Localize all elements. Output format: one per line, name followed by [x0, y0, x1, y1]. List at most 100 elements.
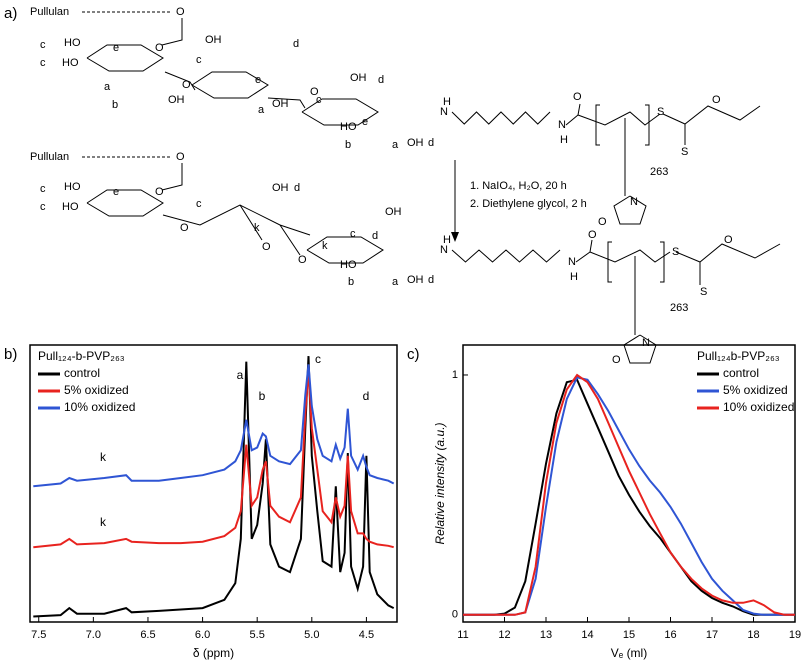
legend-title: Pull₁₂₄b-PVP₂₆₃: [697, 349, 780, 363]
structure-label: OH: [272, 98, 289, 110]
structure-label: O: [310, 86, 319, 98]
bond: [575, 239, 593, 263]
bond: [451, 249, 561, 263]
bond: [675, 243, 781, 263]
structure-label: d: [378, 74, 384, 86]
structure-label: N: [440, 106, 448, 118]
legend-label: 10% oxidized: [723, 400, 794, 414]
structure-label: a: [392, 276, 399, 288]
bond: [267, 97, 306, 109]
structure-label: c: [40, 57, 46, 69]
structure-label: e: [113, 186, 119, 198]
x-tick-label: 4.5: [359, 629, 374, 641]
structure-label: a: [258, 104, 265, 116]
y-axis-label: Relative intensity (a.u.): [433, 422, 447, 544]
bond: [164, 71, 196, 91]
structure-label: S: [681, 146, 688, 158]
structure-label: c: [40, 201, 46, 213]
peak-label: d: [363, 389, 370, 403]
x-tick-label: 13: [540, 629, 552, 641]
structure-label: O: [724, 234, 733, 246]
structure-label: O: [598, 216, 607, 228]
structure-label: H: [443, 234, 451, 246]
x-tick-label: 7.0: [86, 629, 101, 641]
x-tick-label: 11: [457, 629, 468, 641]
structure-label: c: [196, 198, 202, 210]
reaction-scheme: a) 1. NaIO₄, H₂O, 20 h 2. Diethylene gly…: [4, 5, 781, 366]
structure-label: 263: [650, 166, 668, 178]
structure-label: OH: [205, 34, 222, 46]
x-axis-label: Vₑ (ml): [611, 646, 647, 660]
structure-label: O: [712, 94, 721, 106]
arrow-head: [451, 232, 459, 242]
peak-label: k: [100, 450, 107, 464]
structure-label: S: [672, 246, 679, 258]
peak-label: b: [259, 389, 266, 403]
x-tick-label: 5.5: [250, 629, 265, 641]
legend-title: Pull₁₂₄-b-PVP₂₆₃: [38, 349, 125, 363]
bond: [595, 104, 600, 146]
structure-label: HO: [62, 57, 79, 69]
x-tick-label: 15: [623, 629, 635, 641]
structure-label: e: [113, 42, 119, 54]
structure-label: c: [196, 54, 202, 66]
structure-label: d: [372, 230, 378, 242]
series-line: [463, 378, 795, 616]
structure-label: d: [293, 38, 299, 50]
legend-label: control: [64, 366, 100, 380]
panel-label: c): [407, 346, 420, 363]
structure-label: b: [345, 139, 351, 151]
bond: [645, 104, 650, 146]
structure-label: O: [176, 151, 185, 163]
reagent: 2. Diethylene glycol, 2 h: [470, 198, 587, 210]
peak-label: c: [315, 352, 321, 366]
structure-label: O: [176, 6, 185, 18]
structure-label: b: [112, 99, 118, 111]
peak-label: a: [237, 368, 244, 382]
structure-label: HO: [62, 201, 79, 213]
x-tick-label: 6.5: [140, 629, 155, 641]
structure-label: H: [560, 134, 568, 146]
bond: [86, 44, 164, 72]
structure-label: OH: [385, 206, 402, 218]
structure-label: N: [440, 244, 448, 256]
bond: [577, 111, 661, 126]
series-line: [33, 356, 395, 618]
bond: [301, 98, 379, 126]
structure-label: S: [657, 106, 664, 118]
structure-label: N: [642, 337, 650, 349]
structure-label: O: [573, 91, 582, 103]
structure-label: 263: [670, 302, 688, 314]
panel-label: b): [4, 346, 17, 363]
legend-label: 10% oxidized: [64, 400, 135, 414]
structure-label: HO: [340, 121, 357, 133]
x-tick-label: 16: [664, 629, 676, 641]
structure-label: OH: [168, 94, 185, 106]
structure-label: O: [155, 186, 164, 198]
structure-label: OH: [350, 72, 367, 84]
structure-label: e: [362, 116, 368, 128]
plot-frame: [29, 344, 398, 623]
structure-label: H: [443, 96, 451, 108]
structure-label: e: [255, 74, 261, 86]
bond: [306, 236, 384, 264]
series-line: [33, 369, 394, 549]
bond: [607, 241, 612, 283]
bond: [660, 241, 665, 283]
structure-label: Pullulan: [30, 151, 69, 163]
structure-label: k: [322, 240, 328, 252]
bond: [161, 18, 183, 46]
structure-label: k: [254, 222, 260, 234]
structure-label: OH: [407, 274, 424, 286]
legend-label: 5% oxidized: [723, 383, 788, 397]
bond: [191, 71, 269, 99]
x-tick-label: 12: [498, 629, 510, 641]
structure-label: O: [180, 222, 189, 234]
structure-label: d: [294, 182, 300, 194]
x-tick-label: 5.0: [304, 629, 319, 641]
structure-label: S: [700, 286, 707, 298]
legend-label: 5% oxidized: [64, 383, 129, 397]
structure-label: O: [182, 79, 191, 91]
structure-label: c: [40, 39, 46, 51]
